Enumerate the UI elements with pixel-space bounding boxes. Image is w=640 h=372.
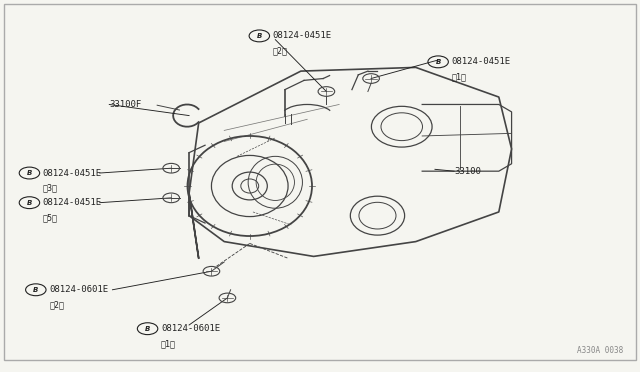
Text: B: B (27, 170, 32, 176)
Text: 08124-0601E: 08124-0601E (49, 285, 108, 294)
Text: （2）: （2） (273, 46, 288, 55)
Text: A330A 0038: A330A 0038 (577, 346, 623, 355)
Text: 33100: 33100 (454, 167, 481, 176)
Text: 08124-0451E: 08124-0451E (452, 57, 511, 66)
Text: （1）: （1） (452, 72, 467, 81)
Text: （5）: （5） (43, 213, 58, 222)
Text: B: B (33, 287, 38, 293)
Text: （3）: （3） (43, 183, 58, 192)
Text: （2）: （2） (49, 300, 64, 309)
Text: B: B (435, 59, 441, 65)
Text: 08124-0451E: 08124-0451E (43, 198, 102, 207)
Text: B: B (145, 326, 150, 332)
Text: 08124-0601E: 08124-0601E (161, 324, 220, 333)
Text: 08124-0451E: 08124-0451E (273, 31, 332, 41)
Text: B: B (257, 33, 262, 39)
Text: 08124-0451E: 08124-0451E (43, 169, 102, 177)
Text: 33100F: 33100F (109, 100, 141, 109)
Text: B: B (27, 200, 32, 206)
Text: （1）: （1） (161, 339, 176, 348)
